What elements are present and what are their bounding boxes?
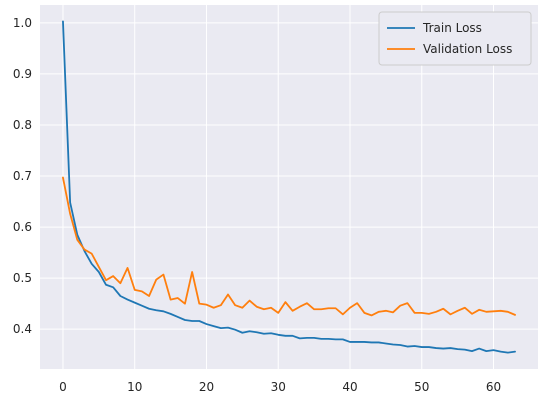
x-tick-label: 10 (127, 380, 142, 394)
x-tick-label: 30 (271, 380, 286, 394)
plot-area (40, 5, 538, 369)
y-tick-label: 0.7 (13, 169, 32, 183)
legend-box (378, 11, 532, 66)
y-tick-label: 0.6 (13, 220, 32, 234)
y-tick-label: 0.4 (13, 322, 32, 336)
legend: Train Loss Validation Loss (378, 11, 532, 66)
x-tick-label: 40 (342, 380, 357, 394)
x-tick-label: 20 (199, 380, 214, 394)
y-tick-label: 1.0 (13, 16, 32, 30)
y-tick-label: 0.8 (13, 118, 32, 132)
y-tick-label: 0.5 (13, 271, 32, 285)
series-line-validation-loss (62, 176, 516, 317)
x-tick-label: 50 (414, 380, 429, 394)
x-tick-label: 0 (59, 380, 67, 394)
y-tick-labels: 0.4 0.5 0.6 0.7 0.8 0.9 1.0 (13, 16, 32, 336)
legend-label-validation-loss: Validation Loss (423, 42, 512, 56)
y-tick-label: 0.9 (13, 67, 32, 81)
legend-label-train-loss: Train Loss (422, 21, 482, 35)
x-tick-labels: 0 10 20 30 40 50 60 (59, 380, 501, 394)
series-line-train-loss (62, 20, 516, 354)
series-layer (62, 20, 516, 354)
x-tick-label: 60 (486, 380, 501, 394)
